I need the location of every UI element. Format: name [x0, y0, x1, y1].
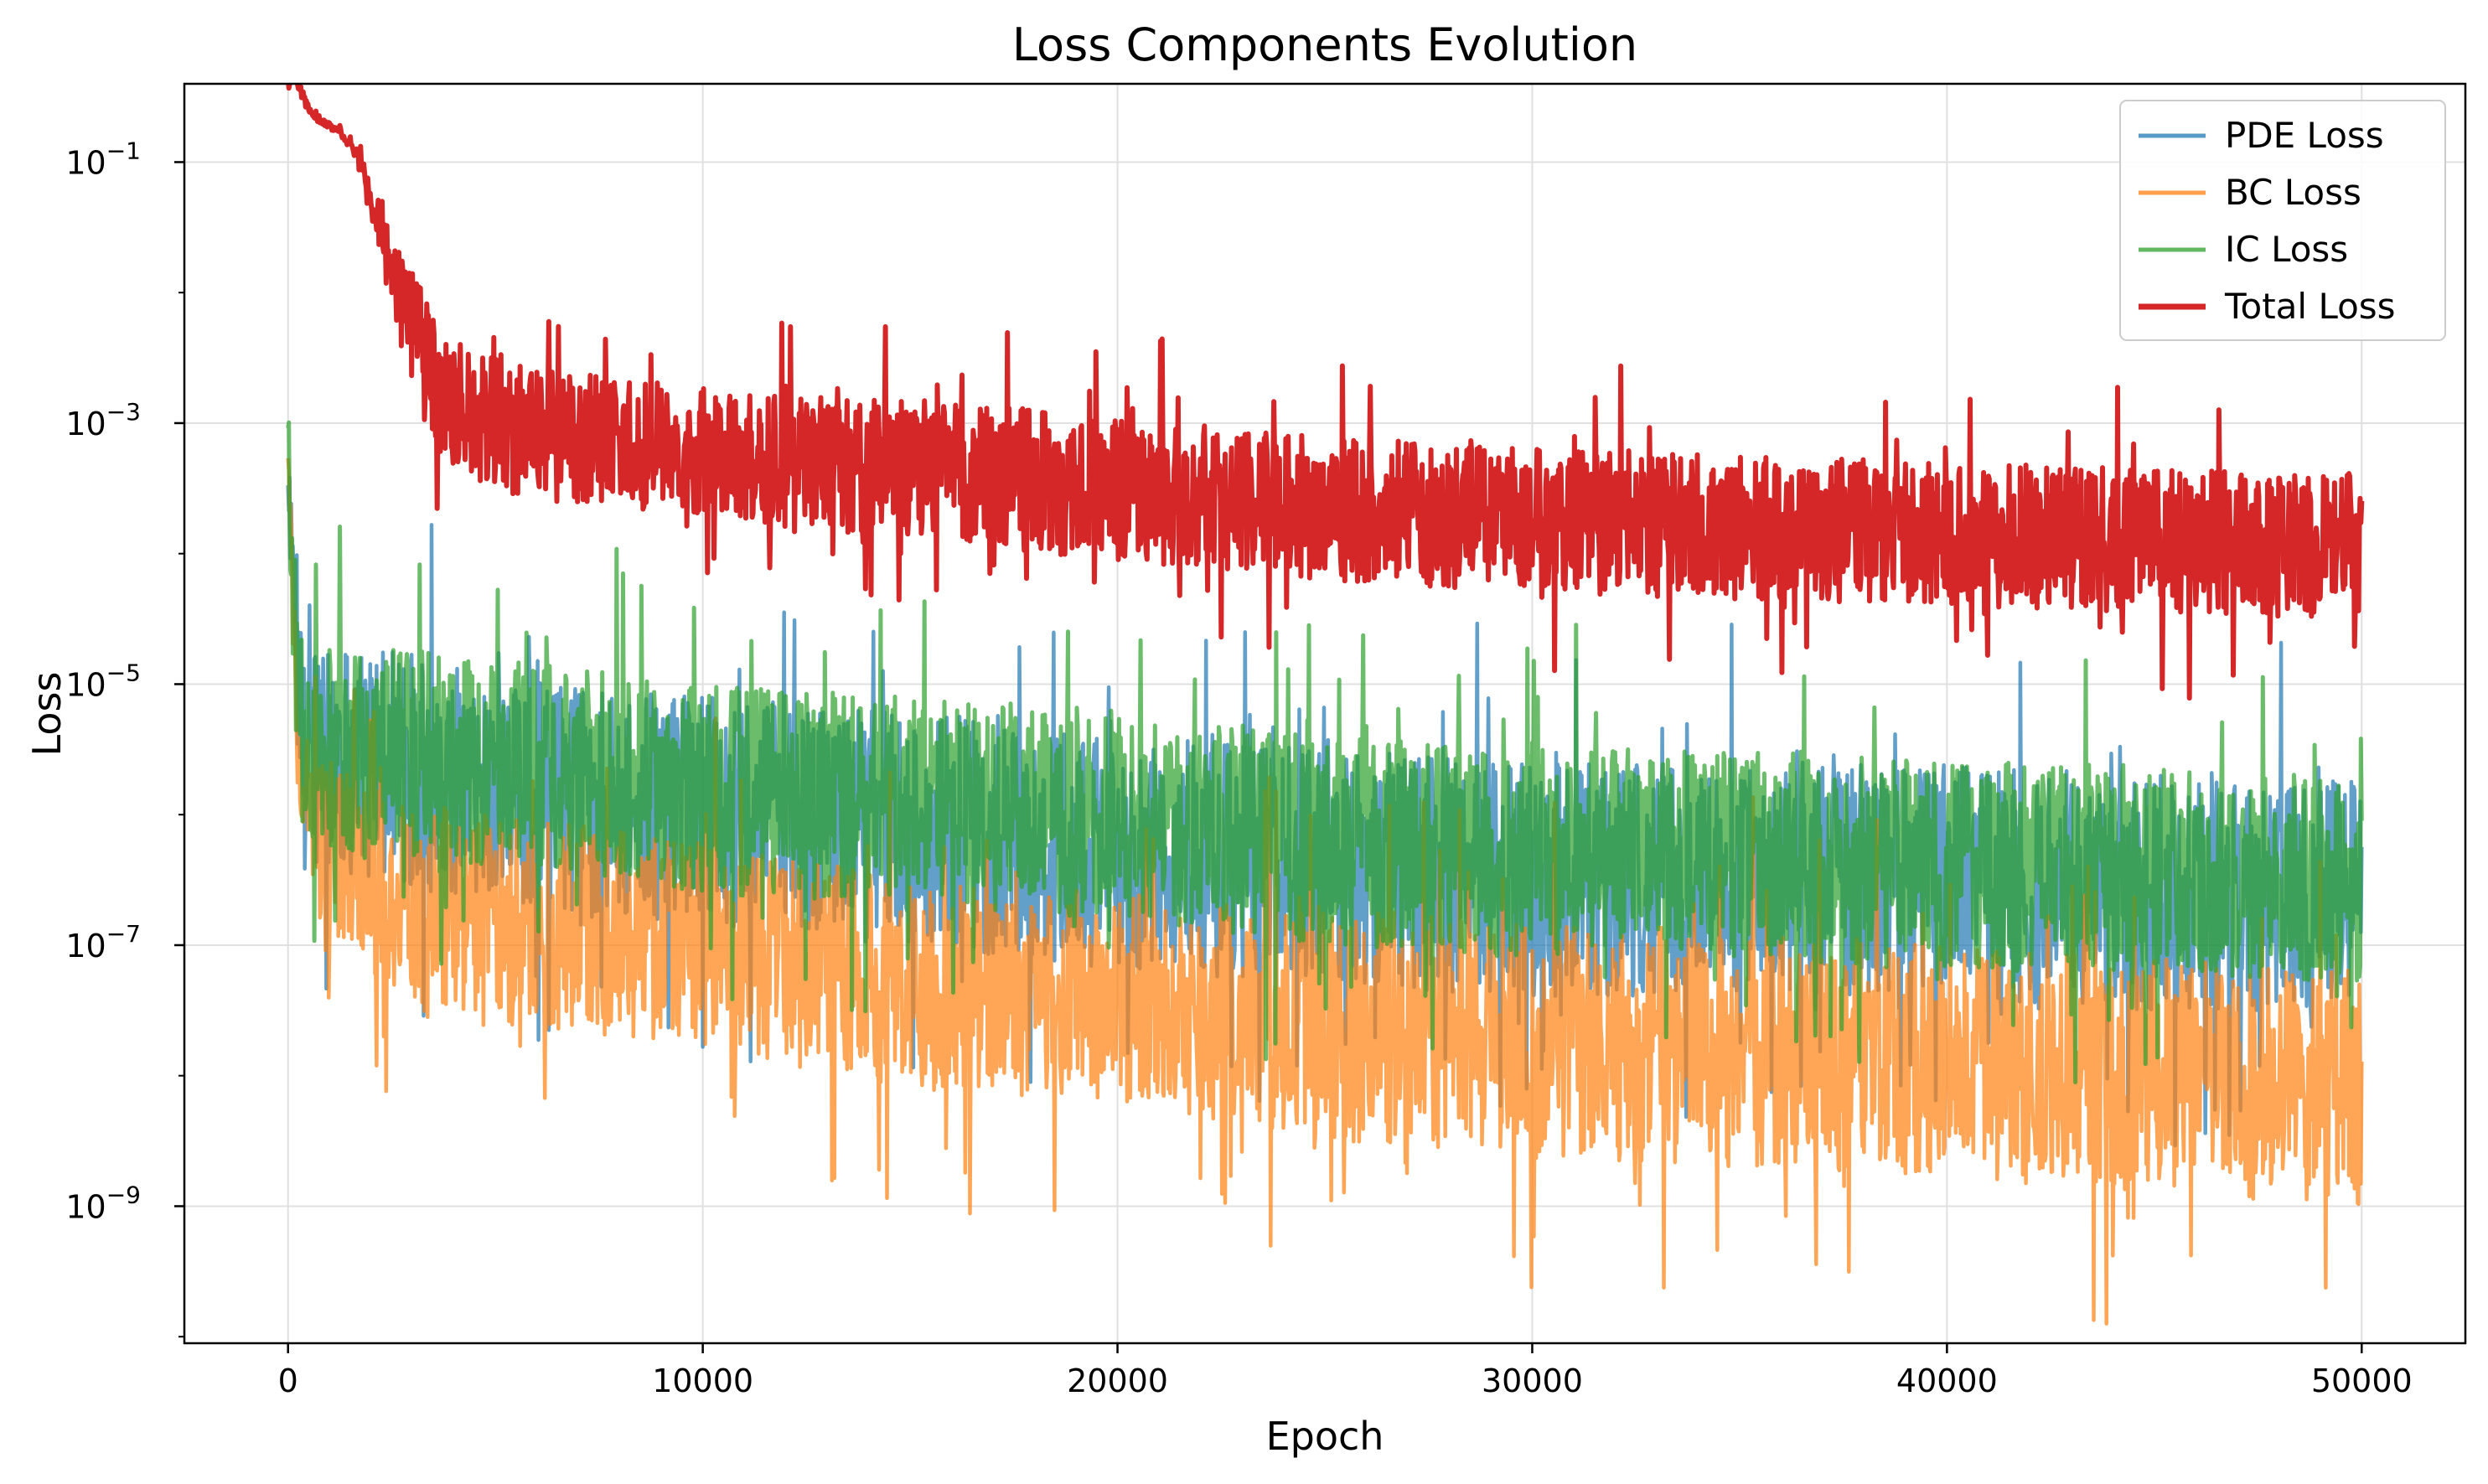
series-lines	[286, 84, 2365, 1326]
y-tick-label: 10−1	[65, 137, 141, 181]
legend-box	[2119, 100, 2446, 341]
legend-label: BC Loss	[2225, 172, 2361, 213]
y-tick-label: 10−5	[65, 659, 141, 703]
series-line-total-loss	[286, 84, 2365, 701]
legend-label: PDE Loss	[2225, 115, 2384, 156]
chart-title: Loss Components Evolution	[1012, 18, 1637, 71]
legend-label: Total Loss	[2224, 286, 2396, 327]
x-tick-label: 30000	[1482, 1362, 1583, 1399]
series-line-bc-loss	[286, 458, 2364, 1326]
y-axis-label: Loss	[24, 672, 70, 757]
series-line-ic-loss	[286, 420, 2364, 1084]
x-axis-label: Epoch	[1266, 1414, 1384, 1459]
x-tick-label: 50000	[2311, 1362, 2413, 1399]
x-tick-label: 10000	[652, 1362, 753, 1399]
plot-frame	[183, 82, 2467, 1345]
x-tick-label: 20000	[1067, 1362, 1168, 1399]
legend: PDE Loss BC Loss IC Loss Total Loss	[2119, 100, 2446, 341]
x-tick-label: 0	[278, 1362, 298, 1399]
y-tick-label: 10−3	[65, 398, 141, 442]
x-tick-label: 40000	[1896, 1362, 1998, 1399]
legend-label: IC Loss	[2225, 229, 2348, 270]
y-tick-label: 10−9	[65, 1181, 141, 1225]
axis-ticks: 0 10000 20000 30000 40000 50000 10−9 10−7 10−5 10…	[65, 137, 2412, 1399]
y-tick-label: 10−7	[65, 920, 141, 964]
